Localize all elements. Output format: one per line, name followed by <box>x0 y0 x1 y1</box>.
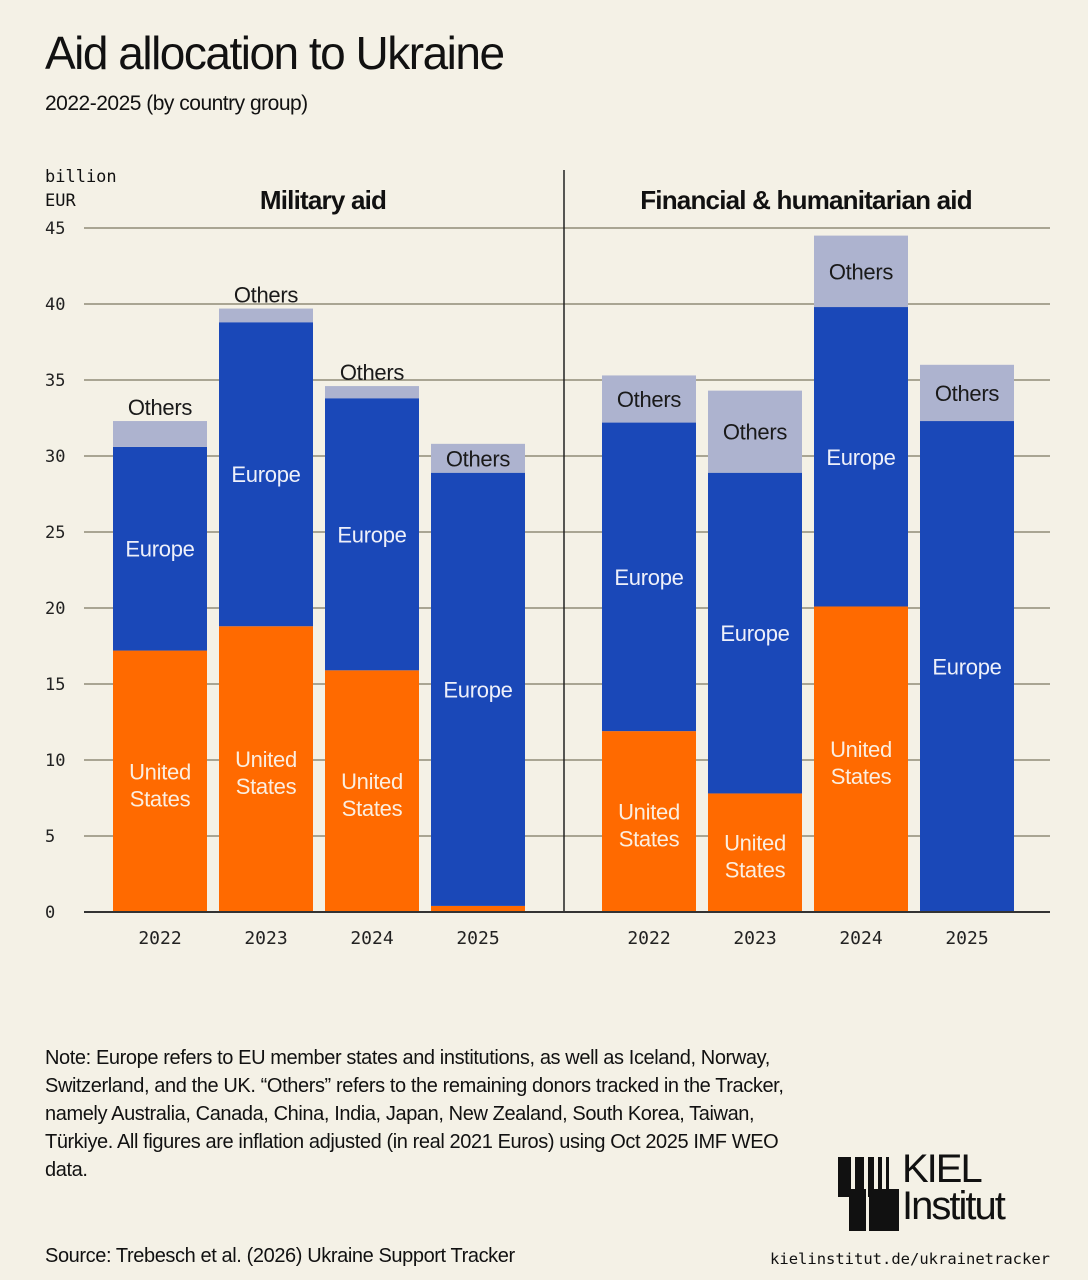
y-tick-label: 30 <box>45 447 65 467</box>
bar-segment-united-states <box>602 731 696 912</box>
y-tick-label: 15 <box>45 675 65 695</box>
bar-segment-others <box>814 235 908 308</box>
y-tick-label: 25 <box>45 523 65 543</box>
panel-title-financial-humanitarian-aid: Financial & humanitarian aid <box>640 185 972 215</box>
bar-segment-united-states <box>708 793 802 912</box>
bar-label-others: Others <box>340 360 405 385</box>
bar-label-others: Others <box>723 420 788 445</box>
bar-segment-europe <box>219 322 313 627</box>
bar-label-europe: Europe <box>932 655 1001 680</box>
bar-segment-others <box>708 390 802 473</box>
bar-label-others: Others <box>234 283 299 308</box>
x-tick-label: 2022 <box>627 928 670 949</box>
logo-text-institut: Institut <box>902 1184 1006 1228</box>
x-tick-label: 2023 <box>244 928 287 949</box>
y-tick-label: 0 <box>45 903 55 923</box>
bar-segment-europe <box>708 472 802 794</box>
bar-segment-others <box>113 421 207 447</box>
bar-stack-0-2022: United States Europe Others <box>113 395 207 912</box>
x-tick-label: 2024 <box>839 928 882 949</box>
bar-segment-others <box>431 443 525 473</box>
y-axis-ticks: 0 5 10 15 20 25 30 35 40 45 <box>45 219 65 923</box>
bar-stack-1-2025: Europe Others <box>920 364 1014 912</box>
bar-stack-0-2023: United States Europe Others <box>219 283 313 912</box>
bar-label-others: Others <box>829 259 894 284</box>
bar-label-united-states: United States <box>618 800 680 852</box>
y-tick-label: 10 <box>45 751 65 771</box>
bar-segment-united-states <box>219 626 313 912</box>
bar-stack-1-2022: United States Europe Others <box>602 375 696 912</box>
bar-label-europe: Europe <box>443 677 512 702</box>
bar-stack-0-2025: Europe Others <box>431 443 525 912</box>
bar-segment-others <box>325 386 419 399</box>
x-tick-label: 2025 <box>945 928 988 949</box>
y-tick-label: 35 <box>45 371 65 391</box>
bar-label-others: Others <box>935 381 1000 406</box>
tracker-url: kielinstitut.de/ukrainetracker <box>770 1250 1050 1268</box>
bar-segment-united-states <box>431 905 525 912</box>
x-tick-label: 2022 <box>138 928 181 949</box>
chart-title: Aid allocation to Ukraine <box>45 27 505 79</box>
bar-label-others: Others <box>617 387 682 412</box>
bar-label-others: Others <box>128 395 193 420</box>
x-tick-label: 2025 <box>456 928 499 949</box>
bar-label-europe: Europe <box>614 565 683 590</box>
bar-segment-others <box>602 375 696 423</box>
bar-stack-1-2024: United States Europe Others <box>814 235 908 912</box>
x-tick-label: 2024 <box>350 928 393 949</box>
bar-label-united-states: United States <box>129 759 191 811</box>
bar-segment-united-states <box>814 606 908 912</box>
bar-segment-europe <box>431 472 525 906</box>
bar-label-united-states: United States <box>830 737 892 789</box>
y-tick-label: 40 <box>45 295 65 315</box>
bar-label-europe: Europe <box>826 445 895 470</box>
bar-label-europe: Europe <box>231 462 300 487</box>
bar-label-others: Others <box>446 446 511 471</box>
bar-segment-europe <box>325 398 419 671</box>
source-credit: Source: Trebesch et al. (2026) Ukraine S… <box>45 1245 515 1267</box>
bar-label-europe: Europe <box>337 522 406 547</box>
x-tick-label: 2023 <box>733 928 776 949</box>
bar-label-europe: Europe <box>720 621 789 646</box>
y-tick-label: 45 <box>45 219 65 239</box>
bar-label-united-states: United States <box>341 769 403 821</box>
logo-text-kiel: KIEL <box>902 1147 983 1191</box>
bar-label-united-states: United States <box>235 747 297 799</box>
bar-label-europe: Europe <box>125 537 194 562</box>
bar-segment-others <box>219 308 313 323</box>
footnote: Note: Europe refers to EU member states … <box>45 1047 784 1181</box>
bar-segment-others <box>920 364 1014 422</box>
bar-stack-1-2023: United States Europe Others <box>708 390 802 912</box>
bar-label-united-states: United States <box>724 831 786 883</box>
kiel-logo-mark-icon <box>838 1157 899 1231</box>
bars: United States Europe Others United States Euro… <box>113 235 1014 912</box>
bar-segment-europe <box>814 307 908 607</box>
panel-title-military-aid: Military aid <box>260 185 386 215</box>
bar-segment-europe <box>920 421 1014 912</box>
x-axis-ticks: 2022 2023 2024 2025 2022 2023 2024 2025 <box>138 928 988 949</box>
chart-subtitle: 2022-2025 (by country group) <box>45 92 308 115</box>
bar-segment-europe <box>113 446 207 651</box>
y-axis-unit-label: billion EUR <box>45 167 117 211</box>
kiel-institut-logo: KIEL Institut <box>836 1149 1051 1231</box>
y-tick-label: 20 <box>45 599 65 619</box>
bar-segment-united-states <box>113 650 207 912</box>
bar-segment-united-states <box>325 670 419 912</box>
bar-stack-0-2024: United States Europe Others <box>325 360 419 912</box>
y-tick-label: 5 <box>45 827 55 847</box>
bar-segment-europe <box>602 422 696 732</box>
